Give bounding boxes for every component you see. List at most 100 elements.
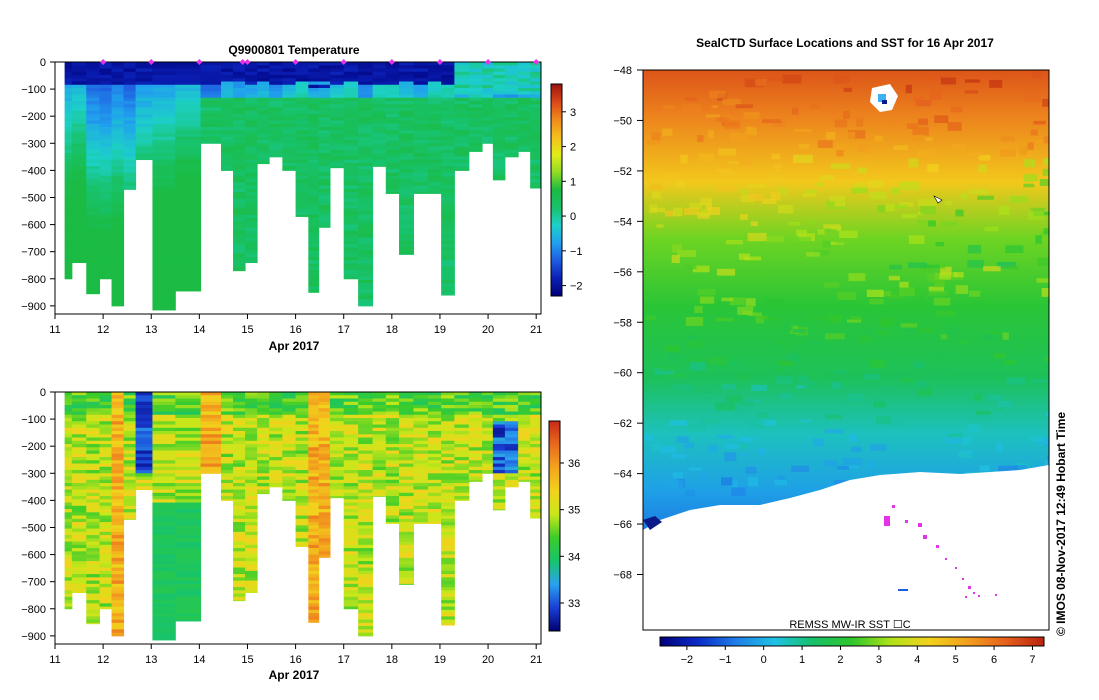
- temperature-colorbar-label: 2: [570, 142, 576, 154]
- salinity-cell: [71, 444, 87, 448]
- temperature-cell: [504, 117, 519, 122]
- temperature-cell: [245, 140, 258, 144]
- salinity-cell: [152, 600, 176, 604]
- temperature-cell: [282, 91, 297, 96]
- temperature-cell: [399, 88, 414, 92]
- salinity-cell: [111, 492, 125, 497]
- sst-texture: [912, 361, 924, 369]
- salinity-cell: [71, 531, 87, 536]
- salinity-cell: [343, 600, 359, 604]
- temperature-cell: [111, 136, 125, 141]
- temperature-cell: [123, 153, 137, 157]
- temperature-cell: [329, 149, 345, 154]
- temperature-cell: [175, 211, 202, 216]
- salinity-cell: [427, 489, 442, 494]
- salinity-cell: [427, 453, 442, 458]
- salinity-cell: [329, 447, 345, 452]
- salinity-cell: [111, 616, 125, 621]
- salinity-cell: [385, 466, 400, 471]
- salinity-cell: [343, 502, 359, 507]
- temperature-cell: [308, 198, 320, 203]
- temperature-cell: [427, 101, 442, 105]
- salinity-cell: [492, 492, 506, 497]
- salinity-colorbar-label: 35: [568, 505, 580, 517]
- temperature-cell: [200, 91, 222, 96]
- salinity-cell: [64, 561, 73, 565]
- temperature-cell: [71, 68, 87, 73]
- salinity-cell: [99, 395, 113, 400]
- salinity-xtick-label: 16: [289, 654, 301, 666]
- salinity-cell: [308, 587, 320, 591]
- salinity-cell: [175, 528, 202, 533]
- temperature-cell: [468, 62, 483, 66]
- temperature-colorbar: [550, 83, 563, 297]
- sst-texture: [889, 422, 905, 427]
- temperature-cell: [152, 195, 176, 200]
- temperature-cell: [492, 117, 506, 122]
- temperature-cell: [399, 133, 414, 138]
- temperature-cell: [318, 214, 331, 219]
- temperature-cell: [318, 71, 331, 76]
- temperature-cell: [329, 104, 345, 109]
- temperature-cell: [99, 88, 113, 92]
- salinity-cell: [71, 583, 87, 588]
- temperature-cell: [295, 143, 309, 148]
- sst-texture: [901, 378, 913, 383]
- salinity-cell: [358, 548, 374, 552]
- sst-texture: [728, 161, 739, 165]
- temperature-cell: [152, 192, 176, 196]
- temperature-cell: [99, 94, 113, 99]
- salinity-cell: [318, 535, 331, 539]
- temperature-cell: [111, 94, 125, 99]
- salinity-cell: [152, 496, 176, 500]
- temperature-cell: [427, 107, 442, 112]
- sst-texture: [718, 148, 737, 156]
- salinity-cell: [492, 505, 506, 510]
- sst-texture: [672, 384, 693, 391]
- sst-texture: [834, 119, 848, 128]
- sst-texture: [786, 354, 799, 362]
- temperature-cell: [175, 101, 202, 105]
- sst-texture: [671, 255, 680, 264]
- temperature-cell: [358, 91, 374, 96]
- salinity-cell: [482, 457, 494, 461]
- salinity-cell: [200, 401, 222, 406]
- temperature-cell: [318, 208, 331, 213]
- salinity-cell: [454, 486, 470, 491]
- salinity-plot-frame: [54, 391, 542, 645]
- temperature-cell: [123, 127, 137, 131]
- temperature-cell: [295, 179, 309, 183]
- temperature-cell: [358, 286, 374, 291]
- temperature-cell: [468, 149, 483, 152]
- salinity-cell: [492, 437, 506, 442]
- salinity-cell: [372, 414, 387, 419]
- salinity-cell: [175, 554, 202, 559]
- temperature-cell: [221, 140, 234, 144]
- temperature-cell: [308, 260, 320, 265]
- salinity-cell: [358, 593, 374, 598]
- salinity-cell: [135, 483, 153, 487]
- temperature-cell: [385, 188, 400, 193]
- salinity-cell: [257, 460, 270, 465]
- temperature-cell: [152, 81, 176, 86]
- temperature-cell: [200, 130, 222, 135]
- salinity-cell: [152, 554, 176, 559]
- salinity-cell: [200, 460, 222, 465]
- salinity-cell: [399, 434, 414, 439]
- temperature-colorbar-label: 3: [570, 107, 576, 119]
- salinity-cell: [257, 444, 270, 448]
- salinity-cell: [482, 392, 494, 396]
- sst-texture: [869, 444, 887, 452]
- salinity-cell: [308, 411, 320, 416]
- salinity-cell: [135, 411, 153, 416]
- salinity-cell: [358, 626, 374, 630]
- temperature-cell: [441, 140, 455, 144]
- salinity-cell: [221, 398, 234, 403]
- salinity-cell: [427, 509, 442, 513]
- salinity-cell: [64, 473, 73, 478]
- temperature-cell: [86, 127, 101, 131]
- salinity-cell: [86, 531, 101, 536]
- temperature-cell: [308, 101, 320, 105]
- salinity-cell: [282, 414, 297, 419]
- sst-texture: [843, 87, 852, 92]
